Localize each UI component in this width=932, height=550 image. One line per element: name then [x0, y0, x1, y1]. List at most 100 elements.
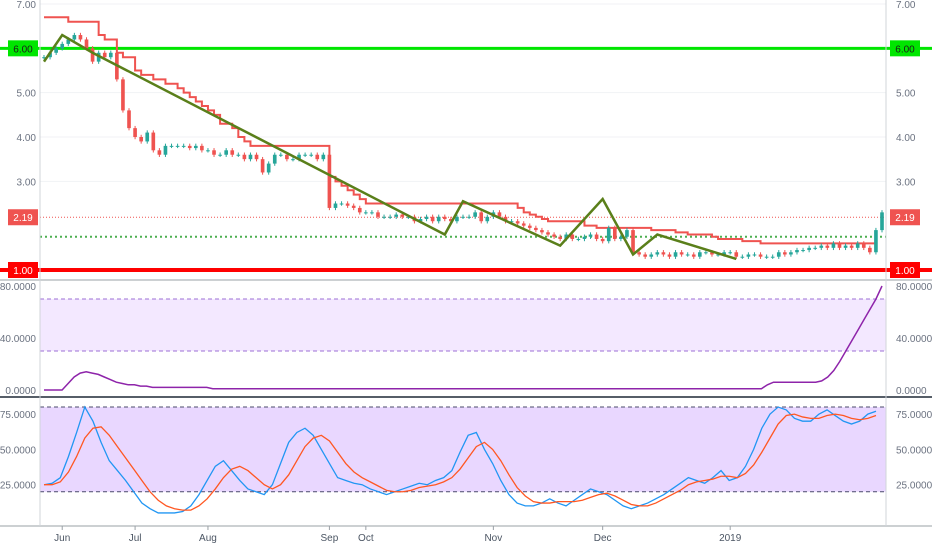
candle[interactable]: [515, 221, 520, 224]
candle[interactable]: [698, 252, 702, 257]
candle[interactable]: [133, 128, 137, 137]
candle[interactable]: [564, 234, 569, 239]
candle[interactable]: [455, 216, 459, 222]
candle[interactable]: [509, 221, 514, 223]
candle[interactable]: [643, 254, 647, 257]
candle[interactable]: [600, 238, 605, 242]
candle[interactable]: [783, 252, 787, 255]
candle[interactable]: [716, 254, 720, 256]
candle[interactable]: [394, 214, 399, 217]
candle[interactable]: [236, 154, 241, 156]
candle[interactable]: [388, 216, 392, 218]
candle[interactable]: [382, 216, 386, 218]
candle[interactable]: [861, 243, 866, 248]
candle[interactable]: [291, 159, 295, 161]
candle[interactable]: [279, 154, 283, 156]
candle[interactable]: [436, 216, 441, 222]
candle[interactable]: [467, 216, 471, 218]
candle[interactable]: [424, 216, 429, 220]
candle[interactable]: [272, 154, 277, 164]
candle[interactable]: [345, 203, 350, 206]
candle[interactable]: [321, 154, 326, 160]
candle[interactable]: [102, 52, 107, 58]
candle[interactable]: [868, 247, 872, 253]
candle[interactable]: [157, 150, 162, 155]
candle[interactable]: [479, 212, 484, 222]
candle[interactable]: [631, 230, 635, 253]
candle[interactable]: [72, 35, 77, 40]
candle[interactable]: [339, 203, 344, 205]
candle[interactable]: [540, 230, 544, 233]
candle[interactable]: [485, 216, 490, 222]
candle[interactable]: [576, 238, 581, 240]
candle[interactable]: [764, 256, 769, 258]
candle[interactable]: [691, 254, 696, 257]
candle[interactable]: [770, 256, 775, 258]
candle[interactable]: [169, 145, 174, 147]
candle[interactable]: [54, 48, 58, 53]
candle[interactable]: [588, 234, 593, 237]
candle[interactable]: [837, 243, 842, 248]
candle[interactable]: [315, 154, 320, 160]
candle[interactable]: [746, 254, 751, 257]
candle[interactable]: [807, 247, 811, 251]
candle[interactable]: [473, 212, 477, 217]
candle[interactable]: [673, 252, 678, 257]
candle[interactable]: [734, 252, 739, 257]
candle[interactable]: [84, 39, 89, 49]
candle[interactable]: [206, 150, 210, 152]
candle[interactable]: [351, 205, 356, 208]
candle[interactable]: [527, 225, 532, 228]
candle[interactable]: [570, 234, 575, 239]
candle[interactable]: [612, 227, 617, 239]
candle[interactable]: [430, 216, 435, 222]
candle[interactable]: [776, 252, 781, 257]
candle[interactable]: [667, 254, 672, 257]
candle[interactable]: [722, 252, 726, 255]
candle[interactable]: [758, 254, 763, 257]
candle[interactable]: [163, 145, 168, 155]
oscillator-path[interactable]: [44, 285, 883, 391]
candle[interactable]: [376, 212, 380, 217]
candle[interactable]: [121, 79, 125, 111]
candle[interactable]: [327, 154, 332, 208]
candle[interactable]: [230, 150, 235, 155]
candle[interactable]: [42, 57, 46, 59]
candle[interactable]: [874, 230, 878, 253]
candle[interactable]: [710, 252, 714, 255]
candle[interactable]: [789, 252, 793, 255]
candle[interactable]: [370, 212, 374, 214]
ichimoku-path[interactable]: [44, 16, 876, 245]
candle[interactable]: [855, 243, 860, 248]
candle[interactable]: [200, 145, 204, 151]
candle[interactable]: [546, 232, 550, 235]
candle[interactable]: [497, 212, 502, 217]
candle[interactable]: [187, 145, 192, 149]
candle[interactable]: [740, 256, 745, 258]
candle[interactable]: [552, 234, 556, 237]
candle[interactable]: [795, 250, 799, 253]
candle[interactable]: [825, 245, 830, 248]
candle[interactable]: [801, 250, 805, 252]
candle[interactable]: [224, 150, 228, 155]
candle[interactable]: [655, 252, 660, 255]
candle[interactable]: [309, 154, 314, 156]
candle[interactable]: [139, 137, 143, 142]
candle[interactable]: [151, 132, 156, 151]
candle[interactable]: [606, 227, 611, 242]
candle[interactable]: [48, 52, 52, 58]
candle[interactable]: [406, 216, 411, 218]
candle[interactable]: [181, 145, 186, 147]
candle[interactable]: [594, 234, 599, 239]
candle[interactable]: [285, 154, 289, 160]
candle[interactable]: [193, 145, 198, 149]
candle[interactable]: [843, 245, 848, 248]
candle[interactable]: [108, 52, 113, 58]
candle[interactable]: [661, 252, 666, 255]
candle[interactable]: [260, 159, 265, 173]
candle[interactable]: [625, 230, 629, 237]
candle[interactable]: [400, 214, 405, 217]
candle[interactable]: [461, 216, 465, 218]
candle[interactable]: [145, 132, 150, 142]
candle[interactable]: [218, 154, 222, 156]
